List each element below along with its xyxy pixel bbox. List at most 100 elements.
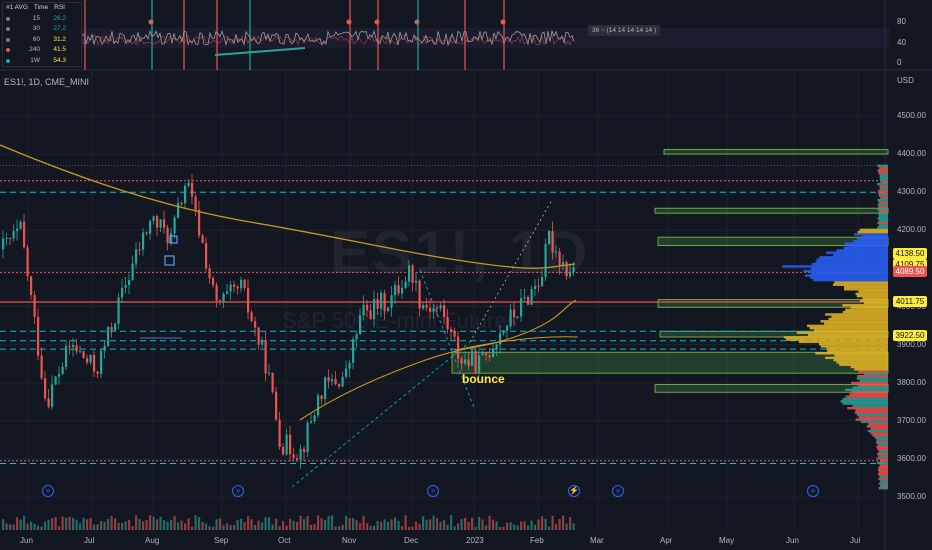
dividend-event-icon[interactable]: » — [232, 485, 244, 497]
candle-body — [180, 203, 183, 205]
candle-body — [376, 299, 379, 309]
candle-body — [212, 278, 215, 286]
rsi-legend-row: 60 31.2 — [3, 35, 81, 46]
volume-bar — [254, 524, 257, 530]
candle-body — [527, 296, 530, 305]
candle-body — [201, 235, 204, 244]
candle-body — [345, 368, 348, 377]
rsi-legend-row: 1W 54.3 — [3, 56, 81, 67]
candle-body — [19, 221, 22, 229]
volume-bar — [513, 524, 516, 530]
candle-body — [142, 232, 145, 250]
dividend-event-icon[interactable]: » — [807, 485, 819, 497]
profile-bar — [844, 242, 888, 245]
profile-bar — [828, 317, 888, 321]
candle-body — [303, 448, 306, 453]
profile-bar — [854, 411, 888, 414]
volume-bar — [19, 519, 22, 530]
profile-bar — [815, 352, 888, 355]
dividend-event-icon[interactable]: » — [42, 485, 54, 497]
ma-200-line — [0, 144, 576, 269]
candle-body — [338, 384, 341, 387]
rsi-signal-bar — [417, 0, 419, 70]
price-badge[interactable]: 4011.75 — [893, 296, 927, 308]
candle-body — [320, 395, 323, 400]
candle-body — [23, 221, 26, 248]
price-badge[interactable]: 4109.75 — [893, 258, 927, 270]
profile-bar — [877, 443, 888, 446]
volume-bar — [117, 522, 120, 530]
profile-bar — [880, 480, 888, 483]
candle-body — [446, 316, 449, 330]
header-avg: #1 AVG — [6, 4, 28, 11]
profile-bar — [878, 482, 888, 485]
price-badge[interactable]: 3922.50 — [893, 330, 927, 342]
profile-bar — [863, 301, 888, 305]
dividend-event-icon[interactable]: » — [612, 485, 624, 497]
volume-bar — [278, 526, 281, 530]
candle-body — [285, 434, 288, 455]
lightning-event-icon[interactable]: ⚡ — [568, 485, 580, 497]
volume-bar — [233, 525, 236, 530]
candle-body — [572, 267, 575, 273]
candle-body — [257, 327, 260, 345]
profile-bar — [820, 345, 888, 348]
candle-body — [2, 238, 5, 250]
symbol-label[interactable]: ES1!, 1D, CME_MINI — [4, 77, 90, 87]
status-dot-icon — [6, 58, 10, 63]
volume-bar — [138, 518, 141, 530]
volume-bar — [397, 520, 400, 530]
profile-bar — [849, 393, 888, 396]
candle-body — [394, 285, 397, 296]
profile-bar — [834, 281, 888, 284]
profile-bar — [827, 349, 888, 353]
volume-bar — [79, 523, 82, 530]
candle-body — [310, 421, 313, 423]
candle-body — [30, 276, 33, 295]
candle-body — [37, 316, 40, 356]
volume-bar — [558, 519, 561, 530]
rsi-tooltip: 36 ~ (14 14 14 14 14 ) — [588, 25, 661, 36]
volume-bar — [68, 516, 71, 530]
candle-body — [418, 280, 421, 309]
volume-bar — [534, 524, 537, 530]
volume-bar — [250, 519, 253, 530]
volume-bar — [418, 523, 421, 530]
price-badge[interactable]: 4138.50 — [893, 247, 927, 259]
candle-body — [492, 349, 495, 358]
candle-body — [138, 249, 141, 251]
candle-body — [184, 185, 187, 204]
price-badge[interactable]: 4089.50 — [893, 266, 927, 278]
volume-bar — [422, 516, 425, 530]
price-axis-label: 3700.00 — [897, 415, 926, 425]
candle-body — [72, 345, 75, 348]
profile-bar — [858, 290, 888, 293]
volume-bar — [310, 524, 313, 530]
volume-bar — [488, 515, 491, 530]
candle-body — [208, 268, 211, 279]
profile-bar — [811, 262, 888, 266]
candle-body — [240, 279, 243, 289]
candle-body — [44, 378, 47, 399]
profile-bar — [879, 178, 888, 181]
profile-bar — [859, 379, 888, 382]
profile-bar — [851, 390, 888, 394]
candle-body — [324, 377, 327, 400]
profile-bar — [839, 363, 888, 366]
volume-bar — [464, 517, 467, 530]
volume-bar — [369, 525, 372, 530]
profile-bar — [864, 372, 888, 376]
bounce-annotation[interactable]: bounce — [462, 372, 505, 386]
dividend-event-icon[interactable]: » — [427, 485, 439, 497]
volume-bar — [215, 519, 218, 530]
profile-bar — [820, 320, 888, 323]
candle-body — [229, 284, 232, 292]
watermark-symbol: ES1!, 1D — [330, 219, 590, 286]
moving-averages — [0, 144, 579, 488]
candle-body — [401, 287, 404, 294]
volume-bar — [296, 522, 299, 530]
volume-bar — [23, 515, 26, 530]
rsi-signal-bar — [249, 0, 251, 70]
